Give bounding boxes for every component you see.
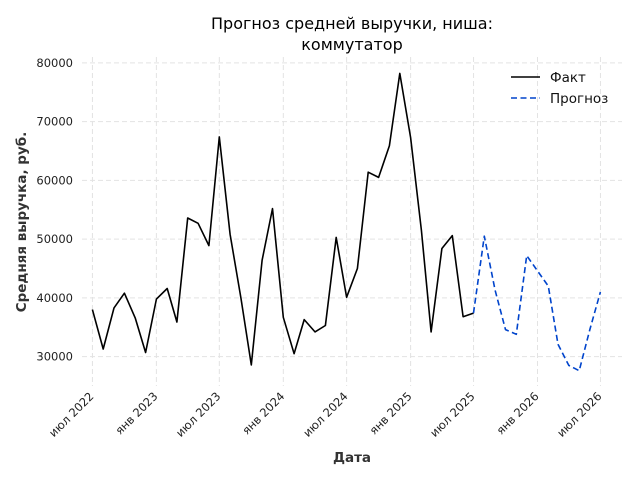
legend-label-forecast: Прогноз: [550, 91, 608, 107]
legend-label-fact: Факт: [550, 70, 586, 86]
y-tick-label: 40000: [36, 291, 73, 305]
y-tick-label: 80000: [36, 56, 73, 70]
legend: Факт Прогноз: [511, 70, 608, 107]
y-tick-label: 30000: [36, 350, 73, 364]
x-axis-ticks: июл 2022 янв 2023 июл 2023 янв 2024 июл 2024…: [46, 389, 605, 440]
x-tick-label: июл 2026: [554, 389, 605, 440]
x-tick-label: июл 2024: [300, 389, 351, 440]
y-tick-label: 60000: [36, 173, 73, 187]
series-line-fact: [91, 72, 474, 366]
x-tick-label: июл 2025: [427, 389, 478, 440]
series-layer: [91, 72, 602, 372]
x-tick-label: янв 2023: [112, 389, 160, 437]
x-tick-label: июл 2023: [173, 389, 224, 440]
grid: [82, 57, 622, 386]
y-axis-ticks: 30000 40000 50000 60000 70000 80000: [36, 56, 73, 364]
x-tick-label: янв 2026: [493, 389, 541, 437]
x-axis-label: Дата: [333, 450, 371, 466]
chart-title-line-2: коммутатор: [301, 35, 402, 54]
chart-title-line-1: Прогноз средней выручки, ниша:: [211, 14, 493, 33]
x-tick-label: янв 2025: [367, 389, 415, 437]
x-tick-label: июл 2022: [46, 389, 97, 440]
y-tick-label: 70000: [36, 115, 73, 129]
x-tick-label: янв 2024: [239, 389, 287, 437]
y-axis-label: Средняя выручка, руб.: [14, 132, 30, 313]
y-tick-label: 50000: [36, 232, 73, 246]
series-line-forecast: [472, 235, 602, 372]
